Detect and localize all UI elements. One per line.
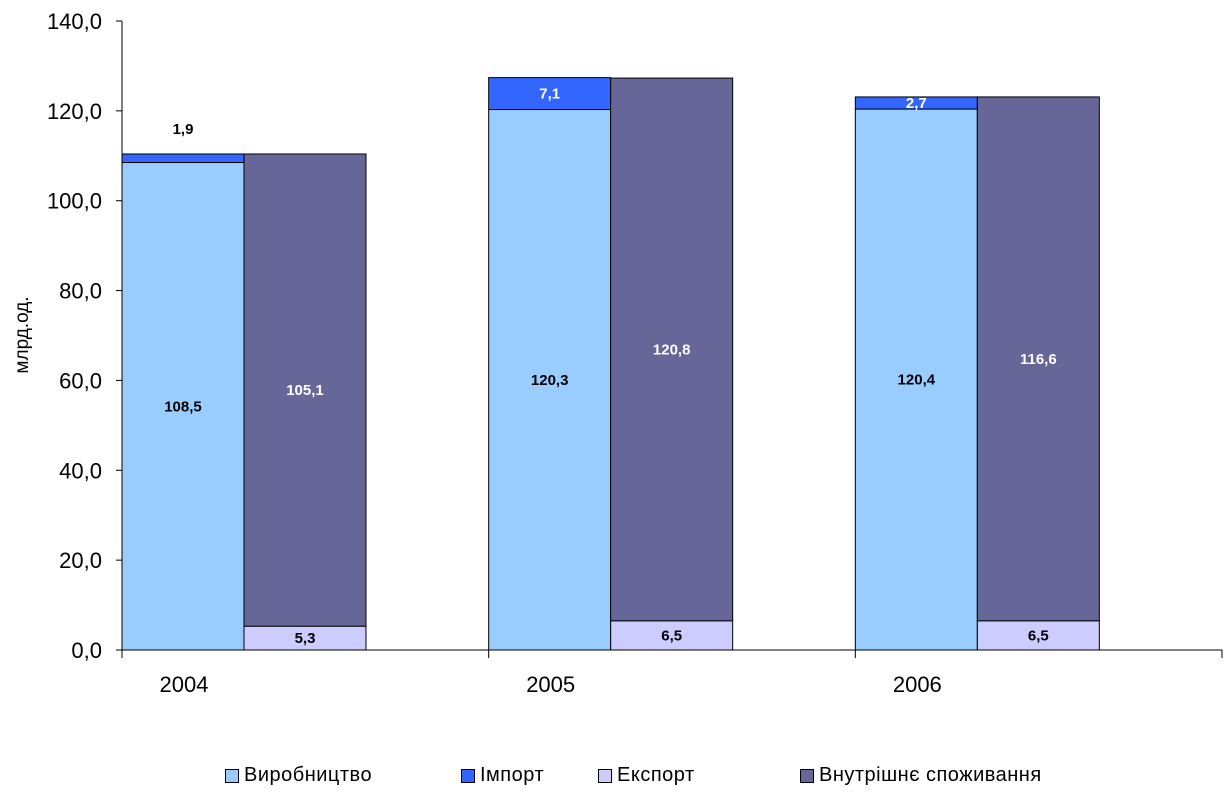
legend-item-domestic-consumption: Внутрішнє споживання [800, 764, 1042, 787]
data-label: 2,7 [906, 95, 927, 112]
legend: Виробництво Імпорт Експорт Внутрішнє спо… [0, 764, 1232, 794]
legend-item-export: Експорт [598, 764, 695, 787]
legend-item-import: Імпорт [461, 764, 544, 787]
data-label: 116,6 [1020, 351, 1057, 368]
y-axis: 0,0 20,0 40,0 60,0 80,0 100,0 120,0 140,0 [47, 9, 123, 663]
y-tick-label: 0,0 [71, 638, 102, 663]
legend-item-vyrobnytstvo: Виробництво [225, 764, 372, 787]
y-tick-label: 140,0 [47, 9, 102, 34]
legend-swatch [461, 768, 475, 783]
x-tick-label: 2005 [526, 672, 575, 697]
bar-segment [488, 109, 612, 651]
legend-label: Експорт [617, 764, 695, 786]
bar-segment [121, 153, 245, 164]
y-axis-label: млрд.од. [12, 296, 33, 373]
bars [121, 77, 1100, 651]
legend-label: Виробництво [244, 764, 373, 786]
legend-swatch [800, 768, 814, 783]
bar-segment [976, 620, 1100, 651]
data-label: 108,5 [164, 398, 202, 415]
data-label: 120,3 [531, 372, 569, 389]
x-axis: 2004 2005 2006 [121, 649, 1223, 697]
bar-segment [976, 96, 1100, 622]
data-label: 7,1 [539, 86, 560, 103]
data-label: 6,5 [1028, 627, 1049, 644]
bar-segment [121, 162, 245, 651]
y-tick-label: 20,0 [59, 548, 102, 573]
data-label: 120,4 [898, 372, 936, 389]
data-label: 120,8 [653, 341, 691, 358]
data-labels: 108,5 1,9 5,3 105,1 120,3 7,1 6,5 120,8 120,4 2,7… [164, 86, 1056, 648]
x-tick-label: 2004 [160, 672, 209, 697]
bar-segment [243, 153, 367, 627]
legend-label: Імпорт [480, 764, 545, 786]
bar-segment [610, 77, 734, 622]
y-tick-label: 40,0 [59, 458, 102, 483]
data-label: 105,1 [286, 382, 324, 399]
y-tick-label: 120,0 [47, 99, 102, 124]
data-label: 5,3 [295, 630, 316, 647]
data-label: 1,9 [173, 121, 194, 138]
y-tick-label: 60,0 [59, 368, 102, 393]
legend-swatch [598, 768, 612, 783]
bar-segment [610, 620, 734, 651]
y-tick-label: 80,0 [59, 279, 102, 304]
data-label: 6,5 [661, 627, 682, 644]
x-tick-label: 2006 [893, 672, 942, 697]
y-tick-label: 100,0 [47, 189, 102, 214]
legend-swatch [225, 768, 239, 783]
legend-label: Внутрішнє споживання [819, 764, 1042, 786]
